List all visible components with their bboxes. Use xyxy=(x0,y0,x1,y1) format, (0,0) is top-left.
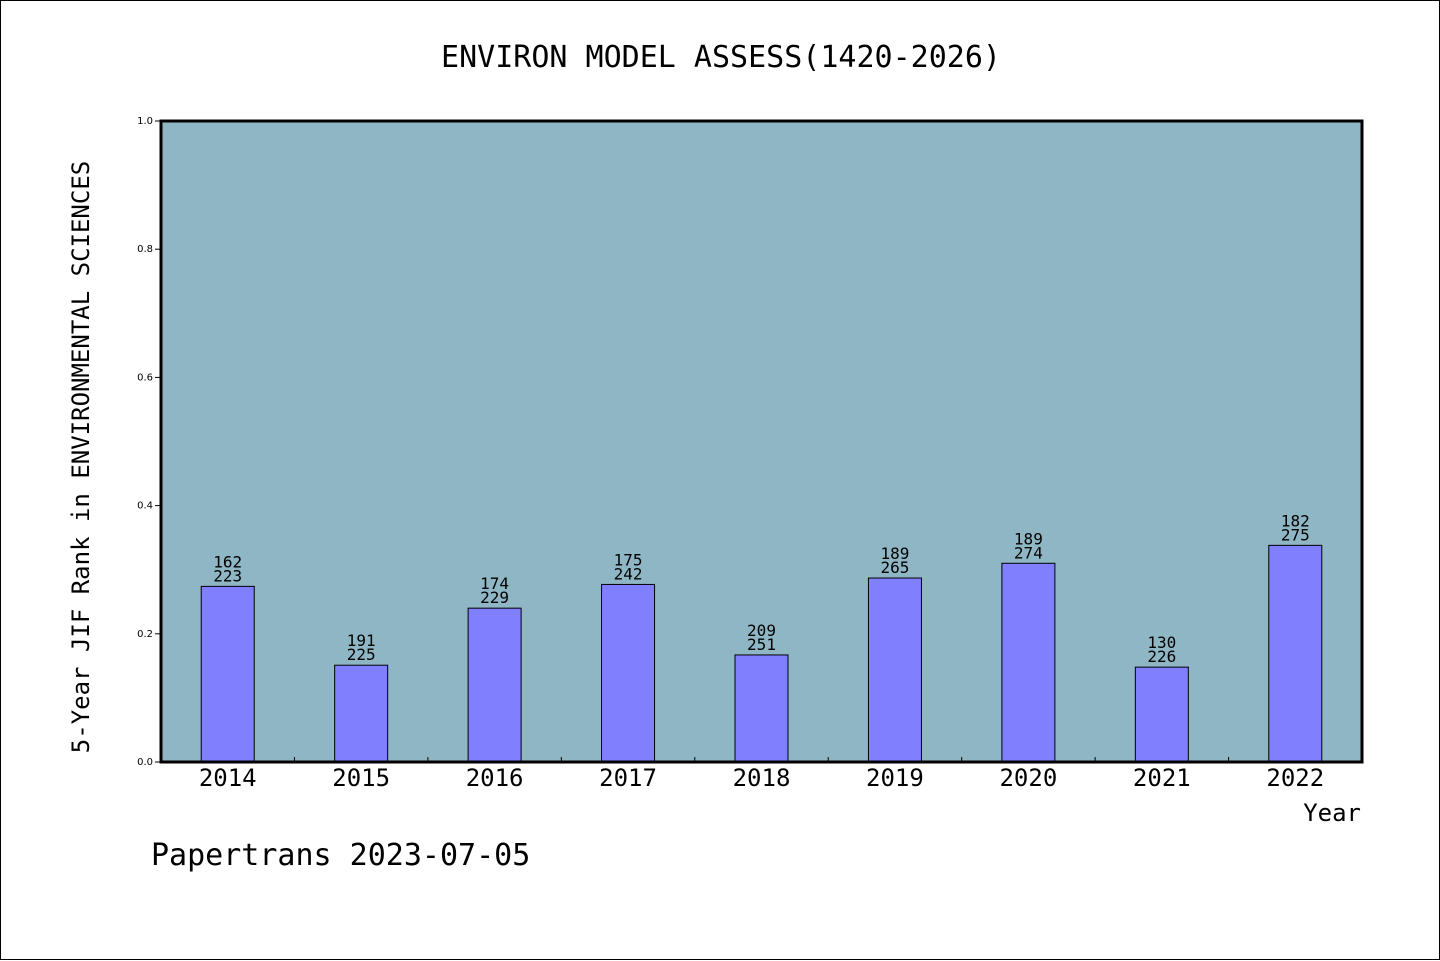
bar-total-label: 225 xyxy=(347,645,376,664)
bars xyxy=(200,544,1323,763)
bar-rank-label: 191 xyxy=(347,631,376,650)
bar-total-label: 229 xyxy=(480,588,509,607)
x-tick-label: 2021 xyxy=(1133,764,1191,792)
bar-2019 xyxy=(867,577,922,763)
y-axis-label: 5-Year JIF Rank in ENVIRONMENTAL SCIENCE… xyxy=(67,161,95,753)
bar-2017 xyxy=(601,583,656,763)
footer-credit: Papertrans 2023-07-05 xyxy=(151,838,530,873)
bar-2022 xyxy=(1268,544,1323,763)
bar-rank-label: 130 xyxy=(1147,633,1176,652)
x-tick-label: 2017 xyxy=(599,764,657,792)
y-tick-label: 0.8 xyxy=(137,244,153,255)
bar-2016 xyxy=(467,607,522,763)
x-axis-ticks: 2014 2015 2016 2017 2018 2019 2020 2021 2022 xyxy=(199,757,1324,792)
y-tick-label: 1.0 xyxy=(137,116,153,127)
bar-total-label: 265 xyxy=(880,558,909,577)
bar-total-label: 226 xyxy=(1147,647,1176,666)
chart-title: ENVIRON MODEL ASSESS(1420-2026) xyxy=(441,40,1001,75)
x-tick-label: 2018 xyxy=(733,764,791,792)
bar-rank-label: 182 xyxy=(1281,511,1310,530)
x-tick-label: 2022 xyxy=(1266,764,1324,792)
bar-2014 xyxy=(200,585,255,763)
bar-rank-label: 189 xyxy=(880,544,909,563)
bar-total-label: 251 xyxy=(747,635,776,654)
bar-2018 xyxy=(734,654,789,763)
y-tick-label: 0.4 xyxy=(137,501,153,512)
x-tick-label: 2019 xyxy=(866,764,924,792)
x-axis-label: Year xyxy=(1303,799,1361,827)
bar-labels: 1622231912251742291752422092511892651892… xyxy=(213,511,1309,666)
bar-total-label: 223 xyxy=(213,566,242,585)
x-tick-label: 2016 xyxy=(466,764,524,792)
bar-total-label: 275 xyxy=(1281,525,1310,544)
bar-rank-label: 174 xyxy=(480,574,509,593)
x-tick-label: 2015 xyxy=(332,764,390,792)
bar-2021 xyxy=(1134,666,1189,763)
x-tick-label: 2020 xyxy=(999,764,1057,792)
y-tick-label: 0.2 xyxy=(137,629,153,640)
bar-rank-label: 162 xyxy=(213,552,242,571)
bar-total-label: 274 xyxy=(1014,543,1043,562)
bar-2020 xyxy=(1001,562,1056,763)
y-axis-ticks: 0.0 0.2 0.4 0.6 0.8 1.0 xyxy=(137,116,161,768)
y-tick-label: 0.6 xyxy=(137,372,153,383)
x-tick-label: 2014 xyxy=(199,764,257,792)
bar-rank-label: 175 xyxy=(614,550,643,569)
bar-2015 xyxy=(334,664,389,763)
bar-rank-label: 189 xyxy=(1014,529,1043,548)
y-tick-label: 0.0 xyxy=(137,757,153,768)
bar-total-label: 242 xyxy=(614,564,643,583)
plot-border xyxy=(159,119,1364,764)
bar-rank-label: 209 xyxy=(747,621,776,640)
